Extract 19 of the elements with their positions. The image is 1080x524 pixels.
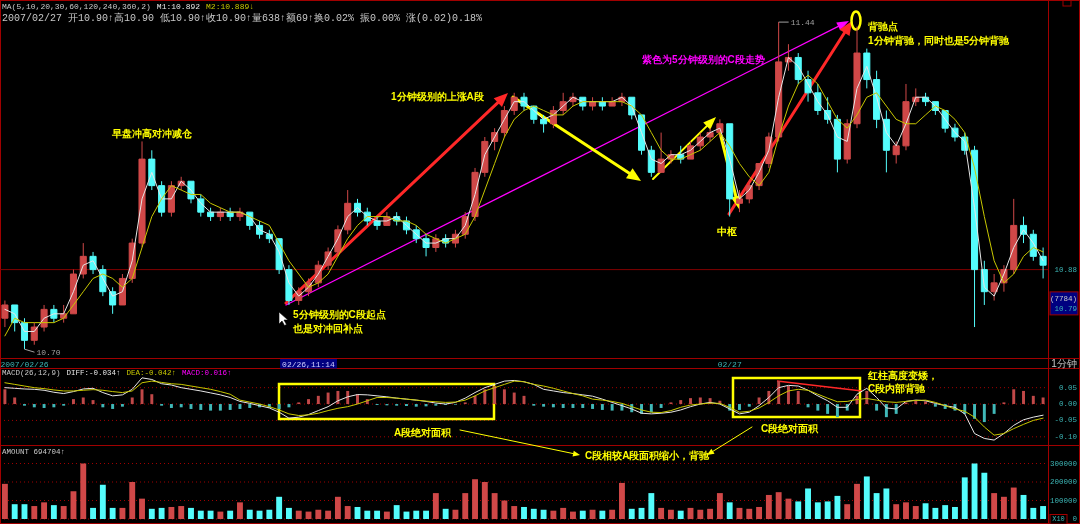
annotation: 背驰点 (867, 21, 898, 32)
annotation: 也是对冲回补点 (292, 323, 363, 334)
annotation: C段内部背驰 (868, 382, 927, 394)
x-tick-label: 2007/02/26 (0, 359, 49, 369)
text: 1分钟 (1051, 357, 1077, 369)
annotation: 中枢 (717, 226, 737, 237)
annotation: 红柱高度变矮， (867, 370, 938, 381)
annotation: 1分钟级别的上涨A段 (391, 91, 485, 102)
x-tick-label: 02/27 (717, 359, 742, 369)
annotation: 5分钟级别的C段起点 (293, 309, 386, 320)
annotation: A段绝对面积 (394, 427, 453, 438)
annotation: 11.44 (790, 17, 815, 27)
annotation: C段相较A段面积缩小，背驰 (585, 450, 711, 461)
annotation: 10.70 (36, 347, 61, 357)
annotation: 紫色为5分钟级别的C段走势 (641, 54, 765, 65)
annotation: C段绝对面积 (761, 423, 820, 434)
annotation: 早盘冲高对冲减仓 (111, 128, 193, 139)
header: MA(5,10,20,30,60,120,240,360,2) M1:10.892 M2:10.889↓ 2007/02/27 开10.90↑高10.90 低10.90↑收10.90↑量638↑额69↑换0.02% 振0.00% 涨(0.02)0.18% (2, 2, 483, 24)
annotation: 1分钟背驰，同时也是5分钟背驰 (868, 35, 1011, 46)
